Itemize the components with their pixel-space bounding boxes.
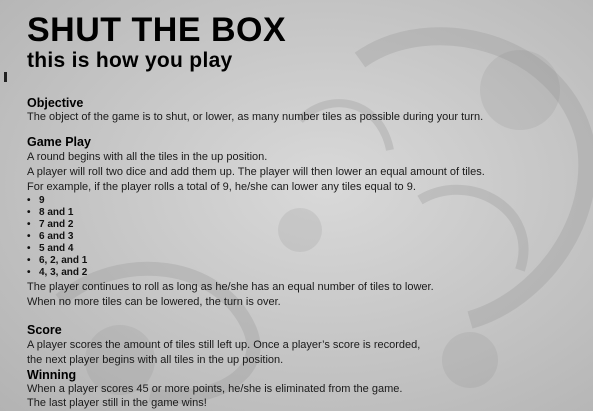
bullet-icon: • bbox=[27, 219, 31, 230]
bullet-icon: • bbox=[27, 255, 31, 266]
winning-line: When a player scores 45 or more points, … bbox=[27, 383, 403, 395]
gameplay-line: A round begins with all the tiles in the… bbox=[27, 151, 268, 163]
winning-line: The last player still in the game wins! bbox=[27, 397, 207, 409]
bullet-icon: • bbox=[27, 207, 31, 218]
bullet-icon: • bbox=[27, 195, 31, 206]
objective-text: The object of the game is to shut, or lo… bbox=[27, 111, 484, 123]
combo-list-item: • 5 and 4 bbox=[27, 243, 74, 254]
bullet-icon: • bbox=[27, 243, 31, 254]
combo-list-item: • 6, 2, and 1 bbox=[27, 255, 88, 266]
score-heading: Score bbox=[27, 323, 62, 337]
page-subtitle: this is how you play bbox=[27, 49, 233, 72]
gameplay-after-line: When no more tiles can be lowered, the t… bbox=[27, 296, 281, 308]
gameplay-heading: Game Play bbox=[27, 135, 91, 149]
gameplay-line: A player will roll two dice and add them… bbox=[27, 166, 485, 178]
objective-heading: Objective bbox=[27, 96, 84, 110]
gameplay-after-line: The player continues to roll as long as … bbox=[27, 281, 434, 293]
combo-list-item: • 6 and 3 bbox=[27, 231, 74, 242]
combo-list-item: • 4, 3, and 2 bbox=[27, 267, 88, 278]
combo-list-item: • 9 bbox=[27, 195, 45, 206]
score-line: A player scores the amount of tiles stil… bbox=[27, 339, 421, 351]
combo-list-item: • 7 and 2 bbox=[27, 219, 74, 230]
score-line: the next player begins with all tiles in… bbox=[27, 354, 284, 366]
gameplay-line: For example, if the player rolls a total… bbox=[27, 181, 416, 193]
winning-heading: Winning bbox=[27, 368, 77, 382]
combo-list-item: • 8 and 1 bbox=[27, 207, 74, 218]
page-title: SHUT THE BOX bbox=[27, 11, 287, 49]
bullet-icon: • bbox=[27, 231, 31, 242]
bullet-icon: • bbox=[27, 267, 31, 278]
margin-mark bbox=[4, 72, 7, 82]
